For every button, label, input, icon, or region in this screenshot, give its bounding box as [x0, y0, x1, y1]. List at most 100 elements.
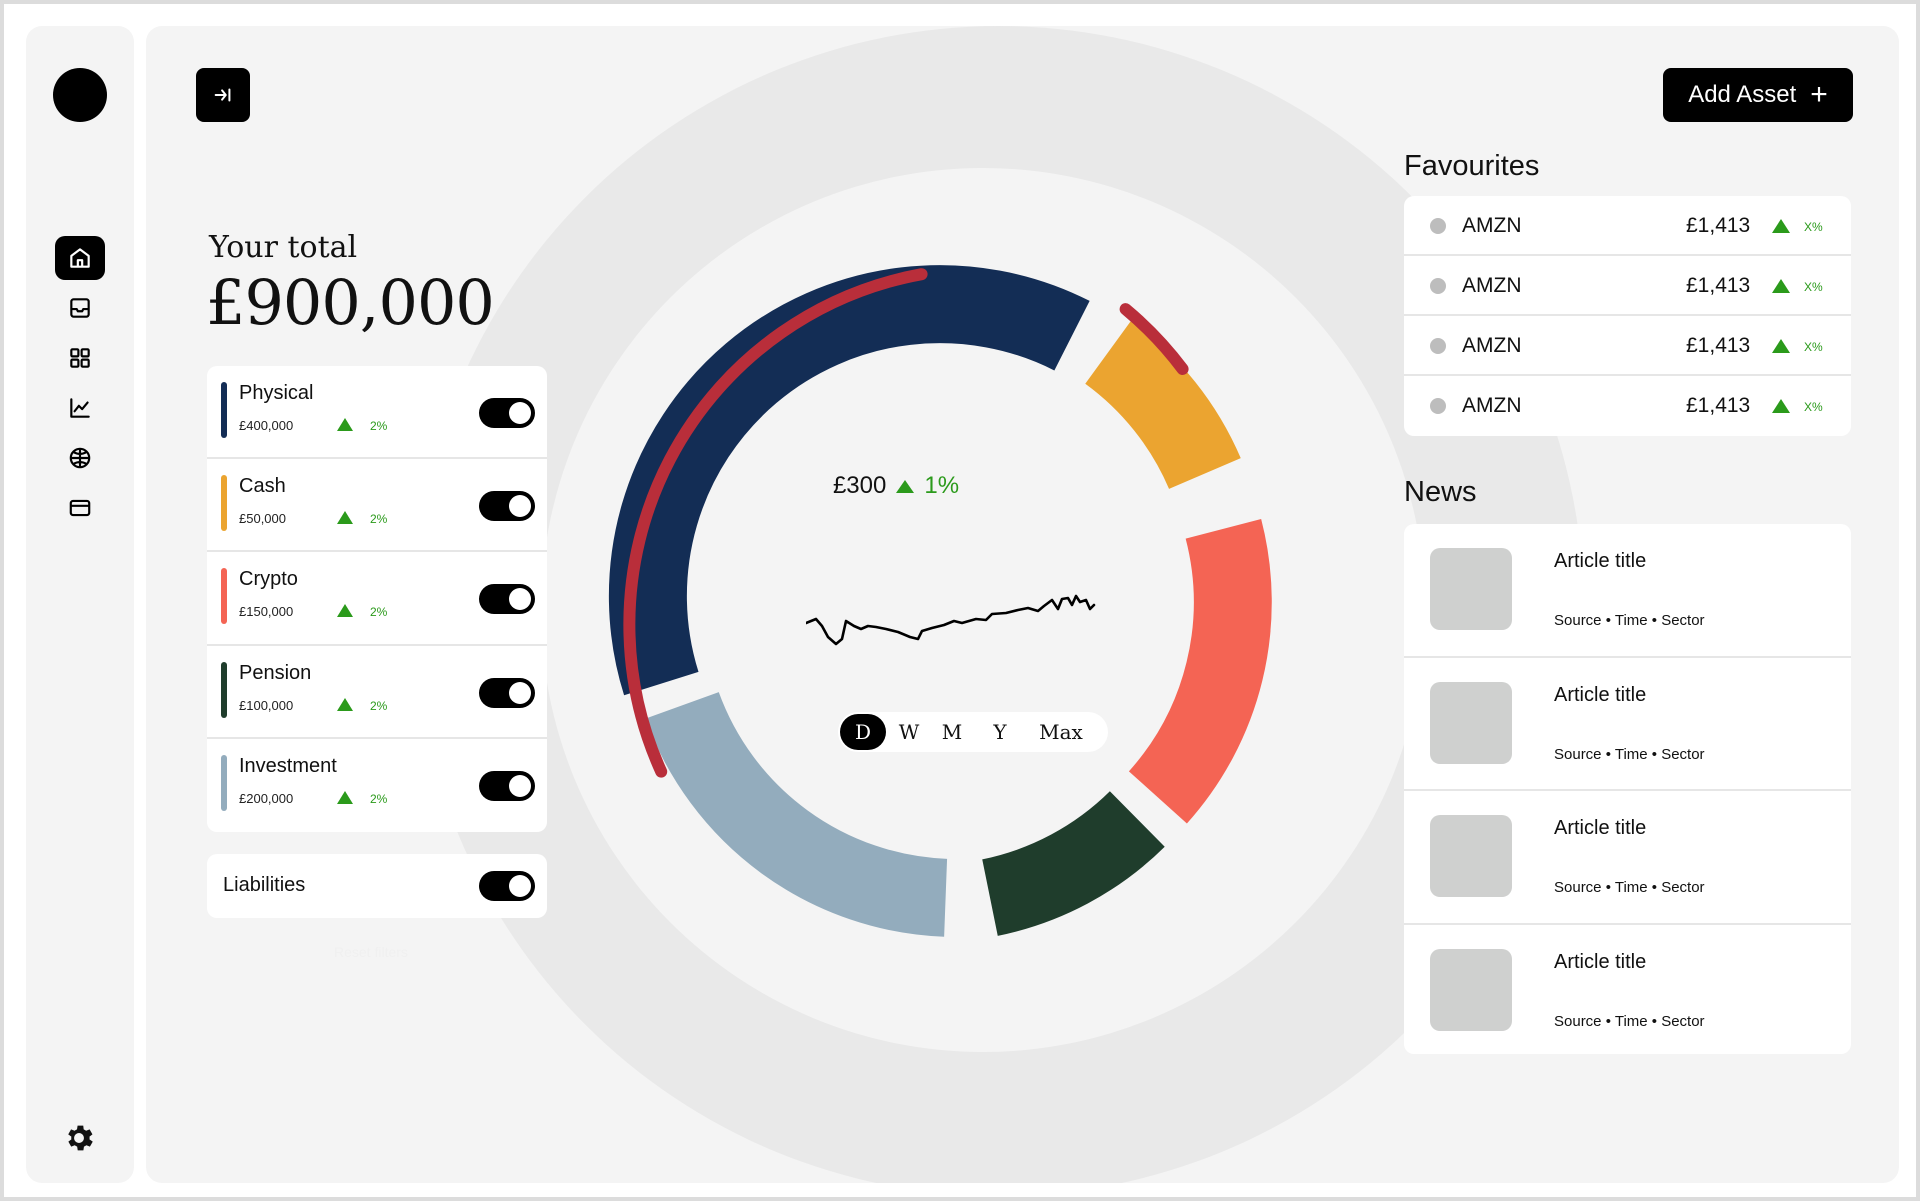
toggle-cash[interactable] — [479, 491, 535, 522]
up-arrow-icon — [1772, 399, 1790, 413]
range-w-button[interactable]: W — [898, 720, 920, 744]
fav-change: X% — [1804, 220, 1823, 234]
up-arrow-icon — [1772, 279, 1790, 293]
news-title: Article title — [1554, 683, 1647, 706]
asset-row-investment: Investment £200,000 2% — [207, 739, 547, 832]
liability-arc-left[interactable] — [623, 268, 928, 778]
sidebar-item-performance[interactable] — [55, 386, 105, 430]
range-max-button[interactable]: Max — [1039, 720, 1083, 744]
news-meta: Source • Time • Sector — [1554, 1012, 1705, 1030]
asset-change: 2% — [370, 512, 388, 527]
news-title: Article title — [1554, 950, 1647, 973]
favourites-title: Favourites — [1404, 150, 1540, 182]
up-arrow-icon — [337, 511, 353, 525]
news-item[interactable]: Article title Source • Time • Sector — [1404, 925, 1851, 1055]
arrow-to-right-icon — [214, 88, 231, 102]
card-icon — [69, 499, 91, 517]
news-thumbnail — [1430, 948, 1512, 1031]
up-arrow-icon — [337, 697, 353, 711]
asset-amount: £200,000 — [239, 790, 294, 806]
toggle-physical[interactable] — [479, 398, 535, 428]
gear-icon[interactable] — [62, 1121, 96, 1155]
news-list: Article title Source • Time • Sector Art… — [1404, 524, 1851, 1054]
range-y-button[interactable]: Y — [993, 720, 1007, 744]
reset-filters-link[interactable]: Reset filters — [334, 944, 408, 960]
news-meta: Source • Time • Sector — [1554, 612, 1705, 629]
news-meta: Source • Time • Sector — [1554, 745, 1705, 763]
asset-change: 2% — [370, 698, 388, 713]
fav-price: £1,413 — [1686, 394, 1751, 417]
up-arrow-icon — [337, 604, 353, 618]
asset-amount: £400,000 — [239, 418, 294, 433]
total-label: Your total — [209, 230, 358, 265]
donut-segment-investment[interactable] — [645, 691, 948, 937]
donut-segment-physical[interactable] — [608, 265, 1090, 696]
news-meta: Source • Time • Sector — [1554, 879, 1705, 896]
list-item[interactable]: AMZN £1,413 X% — [1404, 256, 1851, 316]
liabilities-label: Liabilities — [223, 874, 306, 896]
asset-name: Physical — [239, 382, 314, 404]
toggle-pension[interactable] — [479, 677, 535, 708]
add-asset-label: Add Asset — [1688, 81, 1797, 108]
up-arrow-icon — [1772, 339, 1790, 353]
news-item[interactable]: Article title Source • Time • Sector — [1404, 791, 1851, 925]
news-title: Article title — [1554, 550, 1647, 572]
sidebar-item-markets[interactable] — [55, 436, 105, 480]
toggle-crypto[interactable] — [479, 584, 535, 615]
total-value: £900,000 — [206, 266, 495, 339]
inbox-icon — [70, 298, 90, 318]
news-thumbnail — [1430, 548, 1512, 630]
donut-segment-pension[interactable] — [981, 790, 1165, 936]
up-arrow-icon — [337, 790, 353, 804]
asset-row-crypto: Crypto £150,000 2% — [207, 552, 547, 646]
liability-arc-right[interactable] — [1119, 303, 1189, 375]
asset-filter-list: Physical £400,000 2% Cash £50,000 2% Cry… — [207, 366, 547, 832]
news-title: News — [1404, 476, 1477, 508]
donut-segment-cash[interactable] — [1084, 320, 1241, 490]
add-asset-button[interactable]: Add Asset + — [1663, 68, 1853, 122]
change-value: £300 — [832, 472, 887, 499]
plus-icon: + — [1810, 78, 1828, 111]
asset-row-pension: Pension £100,000 2% — [207, 646, 547, 739]
status-dot — [1430, 398, 1446, 414]
asset-name: Cash — [239, 475, 286, 498]
performance-sparkline — [806, 594, 1096, 646]
toggle-liabilities[interactable] — [479, 871, 535, 901]
asset-color-bar — [221, 475, 227, 532]
asset-change: 2% — [370, 419, 388, 433]
globe-icon — [69, 447, 91, 469]
time-range-selector: D W M Y Max — [838, 712, 1108, 752]
news-item[interactable]: Article title Source • Time • Sector — [1404, 524, 1851, 658]
range-d-button[interactable]: D — [840, 714, 886, 750]
news-thumbnail — [1430, 681, 1512, 764]
fav-change: X% — [1804, 400, 1823, 414]
sidebar-item-inbox[interactable] — [55, 286, 105, 330]
up-arrow-icon — [896, 479, 915, 493]
sidebar-item-cards[interactable] — [55, 486, 105, 530]
list-item[interactable]: AMZN £1,413 X% — [1404, 316, 1851, 376]
portfolio-change: £300 1% — [766, 472, 1026, 500]
list-item[interactable]: AMZN £1,413 X% — [1404, 376, 1851, 436]
range-m-button[interactable]: M — [941, 720, 963, 744]
asset-name: Crypto — [239, 568, 298, 591]
liabilities-row: Liabilities — [207, 854, 547, 918]
chart-line-icon — [70, 398, 90, 418]
asset-color-bar — [221, 754, 227, 811]
logo[interactable] — [53, 68, 107, 122]
collapse-sidebar-button[interactable] — [196, 68, 250, 122]
sidebar-item-home[interactable] — [55, 236, 105, 280]
toggle-investment[interactable] — [479, 770, 535, 801]
fav-price: £1,413 — [1686, 334, 1751, 357]
sidebar-item-dashboard[interactable] — [55, 336, 105, 380]
fav-ticker: AMZN — [1462, 214, 1522, 237]
status-dot — [1430, 218, 1446, 234]
asset-amount: £150,000 — [239, 604, 294, 620]
donut-segment-crypto[interactable] — [1128, 519, 1272, 824]
list-item[interactable]: AMZN £1,413 X% — [1404, 196, 1851, 256]
news-item[interactable]: Article title Source • Time • Sector — [1404, 658, 1851, 791]
asset-amount: £50,000 — [239, 511, 286, 527]
portfolio-donut-chart — [608, 265, 1272, 937]
asset-row-physical: Physical £400,000 2% — [207, 366, 547, 460]
asset-change: 2% — [370, 605, 388, 620]
